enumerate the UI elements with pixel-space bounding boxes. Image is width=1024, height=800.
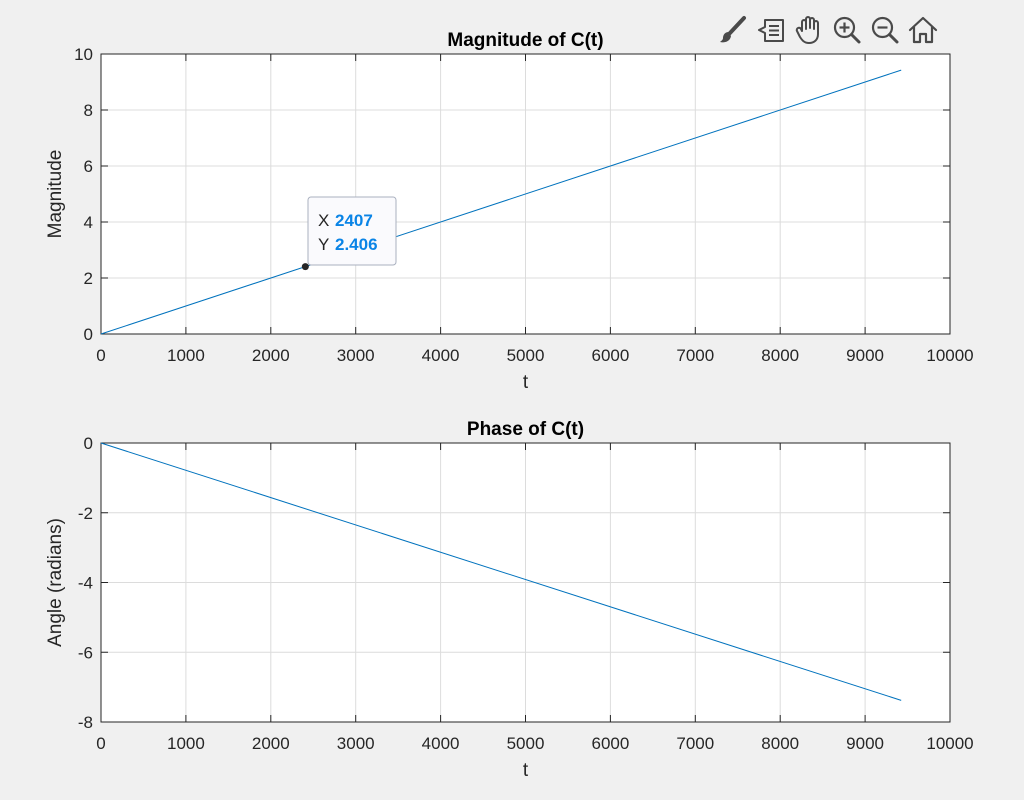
axes1-datatip-y-value: 2.406 <box>335 235 378 254</box>
axes1-y-tick-label: 8 <box>84 101 93 120</box>
pan-button[interactable] <box>792 15 826 49</box>
axes1-y-axis-label: Magnitude <box>45 150 66 239</box>
zoom-in-button[interactable] <box>830 15 864 49</box>
axes1-y-tick-label: 0 <box>84 325 93 344</box>
home-button[interactable] <box>906 15 940 49</box>
axes1-y-tick-label: 4 <box>84 213 93 232</box>
axes1-x-tick-label: 7000 <box>676 346 714 365</box>
axes1-y-tick-label: 10 <box>74 45 93 64</box>
axes2-y-tick-label: -2 <box>78 504 93 523</box>
axes1-series-line[interactable] <box>100 69 902 335</box>
axes2-x-tick-label: 3000 <box>337 734 375 753</box>
axes1-x-tick-label: 9000 <box>846 346 884 365</box>
axes1-datatip-x-value: 2407 <box>335 211 373 230</box>
axes1-y-tick-label: 6 <box>84 157 93 176</box>
axes1-x-tick-label: 1000 <box>167 346 205 365</box>
zoom-out-icon <box>870 15 900 50</box>
axes1-y-tick-label: 2 <box>84 269 93 288</box>
axes2-y-tick-label: -8 <box>78 713 93 732</box>
pan-hand-icon <box>794 15 824 50</box>
axes2-series-line[interactable] <box>100 442 902 701</box>
axes2-y-axis-label: Angle (radians) <box>45 518 66 647</box>
axes1-x-tick-label: 8000 <box>761 346 799 365</box>
axes1-x-axis-label: t <box>523 372 529 393</box>
data-tips-button[interactable] <box>754 15 788 49</box>
axes2-x-tick-label: 6000 <box>591 734 629 753</box>
data-tips-icon <box>756 15 786 50</box>
brush-button[interactable] <box>716 15 750 49</box>
axes1-datatip-marker[interactable] <box>301 263 309 271</box>
axes1-x-tick-label: 2000 <box>252 346 290 365</box>
axes2-x-axis-label: t <box>523 760 529 781</box>
axes-toolbar <box>716 14 940 50</box>
axes2-x-tick-label: 8000 <box>761 734 799 753</box>
axes1-x-tick-label: 3000 <box>337 346 375 365</box>
axes2-y-tick-label: -6 <box>78 643 93 662</box>
axes2-y-tick-label: -4 <box>78 574 93 593</box>
axes2-x-tick-label: 7000 <box>676 734 714 753</box>
axes1-x-tick-label: 10000 <box>926 346 973 365</box>
axes2-y-tick-label: 0 <box>84 434 93 453</box>
zoom-in-icon <box>832 15 862 50</box>
axes2-x-tick-label: 0 <box>96 734 105 753</box>
axes2-x-tick-label: 5000 <box>507 734 545 753</box>
axes2-x-tick-label: 10000 <box>926 734 973 753</box>
axes2-title: Phase of C(t) <box>467 419 584 440</box>
axes1-x-tick-label: 0 <box>96 346 105 365</box>
zoom-out-button[interactable] <box>868 15 902 49</box>
brush-icon <box>718 15 748 50</box>
axes1-datatip-y-label: Y <box>318 235 329 254</box>
axes1-datatip-box[interactable] <box>307 196 397 266</box>
axes2-x-tick-label: 2000 <box>252 734 290 753</box>
home-icon <box>908 15 938 50</box>
axes1-x-tick-label: 5000 <box>507 346 545 365</box>
axes1-datatip-x-label: X <box>318 211 329 230</box>
axes1-title: Magnitude of C(t) <box>447 30 603 51</box>
axes2-x-tick-label: 9000 <box>846 734 884 753</box>
axes2-x-tick-label: 4000 <box>422 734 460 753</box>
axes1-x-tick-label: 4000 <box>422 346 460 365</box>
axes1-x-tick-label: 6000 <box>591 346 629 365</box>
axes2-x-tick-label: 1000 <box>167 734 205 753</box>
